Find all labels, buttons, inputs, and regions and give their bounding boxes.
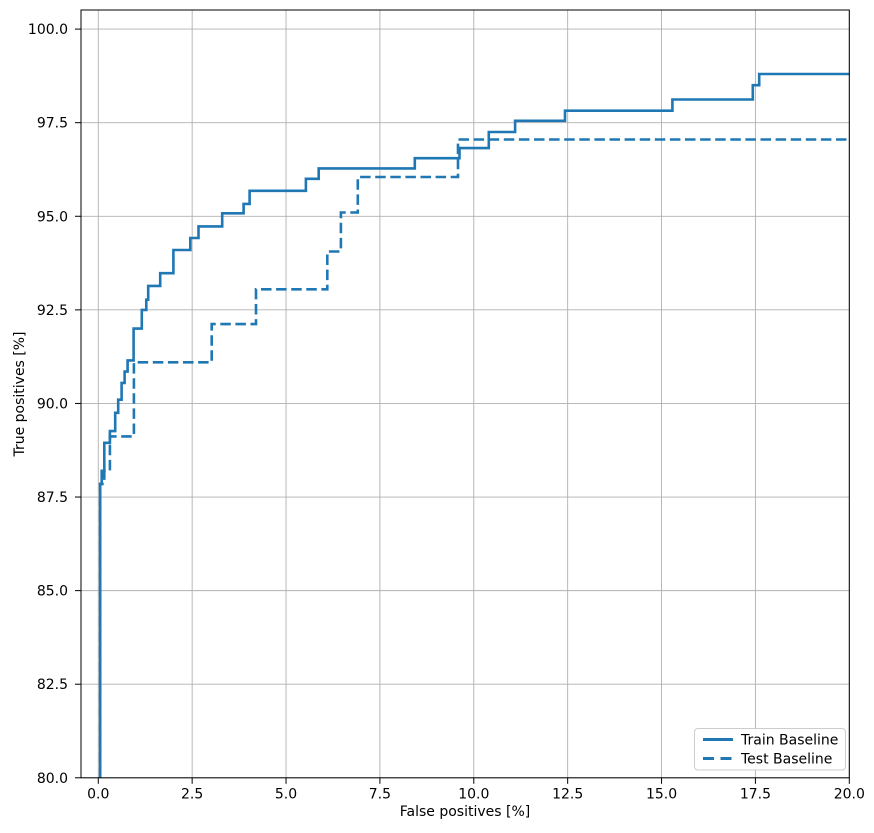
x-tick-label: 10.0 xyxy=(458,786,489,802)
y-tick-label: 97.5 xyxy=(37,116,68,132)
x-axis-label: False positives [%] xyxy=(399,804,531,820)
y-tick-label: 82.5 xyxy=(37,677,68,693)
y-tick-label: 95.0 xyxy=(37,209,68,225)
x-tick-label: 7.5 xyxy=(369,786,391,802)
x-tick-label: 5.0 xyxy=(275,786,297,802)
legend-label: Test Baseline xyxy=(740,752,832,768)
x-tick-label: 15.0 xyxy=(646,786,677,802)
x-tick-label: 17.5 xyxy=(740,786,771,802)
x-axis: 0.0 2.5 5.0 7.5 10.0 12.5 15.0 17.5 20.0 xyxy=(87,777,865,802)
legend-label: Train Baseline xyxy=(740,733,838,749)
y-axis: 80.0 82.5 85.0 87.5 90.0 92.5 95.0 97.5 100.0 xyxy=(28,22,81,787)
x-tick-label: 2.5 xyxy=(181,786,203,802)
y-tick-label: 85.0 xyxy=(37,584,68,600)
grid xyxy=(81,10,850,779)
plot-border xyxy=(80,9,850,779)
y-tick-label: 87.5 xyxy=(37,490,68,506)
series-line-train-baseline xyxy=(98,72,850,778)
x-tick-label: 0.0 xyxy=(87,786,109,802)
series-line-test-baseline xyxy=(98,138,850,778)
x-tick-label: 20.0 xyxy=(834,786,865,802)
y-tick-label: 92.5 xyxy=(37,303,68,319)
legend: Train Baseline Test Baseline xyxy=(694,728,846,771)
x-tick-label: 12.5 xyxy=(552,786,583,802)
y-axis-label: True positives [%] xyxy=(12,331,28,457)
y-tick-label: 80.0 xyxy=(37,771,68,787)
y-tick-label: 100.0 xyxy=(28,22,68,38)
y-tick-label: 90.0 xyxy=(37,396,68,412)
